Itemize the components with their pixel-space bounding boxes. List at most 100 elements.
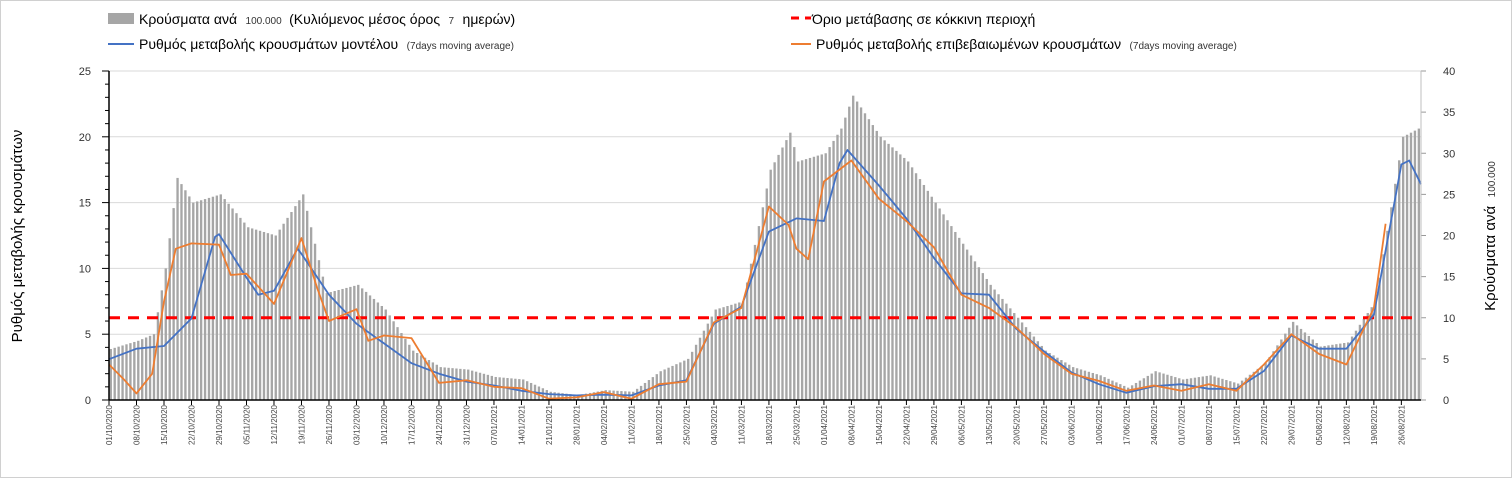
bar	[565, 393, 568, 400]
bar	[969, 255, 973, 400]
y-right-tick-label: 20	[1443, 231, 1455, 243]
bar	[227, 203, 230, 400]
bar	[1370, 307, 1373, 400]
bar	[215, 195, 219, 400]
x-tick-label: 12/11/2020	[270, 404, 279, 444]
bar	[1056, 357, 1059, 400]
bar	[1390, 207, 1393, 400]
bar	[364, 291, 368, 400]
x-tick-label: 11/03/2021	[737, 404, 746, 444]
bar	[1272, 351, 1275, 400]
bar	[808, 157, 812, 400]
x-tick-label: 17/06/2021	[1122, 404, 1131, 445]
bar	[1083, 370, 1087, 400]
bar	[282, 223, 285, 400]
bar	[1091, 372, 1094, 400]
bar	[1339, 343, 1342, 400]
bar	[710, 316, 713, 400]
bar	[848, 106, 851, 401]
bar	[125, 344, 128, 400]
bar	[333, 291, 336, 400]
bar	[1071, 367, 1075, 400]
bar	[254, 229, 258, 400]
bar	[769, 169, 772, 400]
bar	[934, 202, 937, 400]
bar	[899, 154, 902, 400]
bar	[997, 294, 1000, 400]
bar	[1248, 374, 1252, 400]
bar	[1115, 382, 1118, 400]
bar	[690, 351, 694, 400]
bars-series	[109, 95, 1421, 401]
x-tick-label: 28/01/2021	[572, 404, 581, 445]
bar	[368, 295, 372, 400]
bar	[1099, 375, 1102, 400]
x-tick-label: 17/12/2020	[407, 404, 416, 445]
y-left-tick-label: 10	[79, 263, 91, 275]
x-tick-label: 10/12/2020	[380, 404, 389, 445]
bar	[1288, 327, 1291, 400]
bar	[1028, 331, 1032, 400]
x-tick-label: 10/06/2021	[1095, 404, 1104, 445]
bar	[1032, 336, 1036, 400]
bar	[380, 306, 383, 400]
bar	[278, 229, 281, 400]
bar	[702, 330, 706, 400]
y-left-tick-label: 25	[79, 66, 91, 78]
bar	[588, 392, 592, 400]
bar	[251, 228, 254, 400]
bar	[349, 286, 352, 400]
legend-label-model: Ρυθμός μεταβολής κρουσμάτων μοντέλου (7d…	[139, 36, 514, 53]
bar	[1398, 160, 1401, 400]
bar	[1284, 333, 1287, 400]
bar	[180, 184, 183, 400]
line-series	[108, 149, 1422, 400]
legend-bars-main3: ημερών)	[463, 11, 516, 27]
bar	[298, 200, 301, 400]
x-tick-label: 24/06/2021	[1150, 404, 1159, 445]
bar	[887, 143, 890, 400]
x-tick-label: 11/02/2021	[627, 404, 636, 444]
bar	[1005, 303, 1008, 400]
bar	[203, 199, 207, 400]
bar	[789, 132, 792, 400]
legend-label-confirmed: Ρυθμός μεταβολής επιβεβαιωμένων κρουσμάτ…	[816, 36, 1237, 53]
x-tick-label: 01/07/2021	[1177, 404, 1186, 445]
bar	[1040, 345, 1043, 400]
bar	[1335, 344, 1338, 400]
x-tick-label: 22/10/2020	[187, 404, 196, 445]
bar	[1119, 384, 1122, 400]
bar	[1362, 318, 1366, 400]
bar	[635, 388, 639, 400]
bar	[1236, 383, 1240, 400]
bar	[184, 190, 187, 400]
bar	[231, 208, 234, 400]
bar	[400, 333, 403, 400]
y-left-tick-label: 0	[85, 395, 91, 407]
bar	[852, 95, 855, 401]
bar	[1052, 355, 1055, 400]
gridlines	[109, 70, 1421, 335]
bar	[1209, 375, 1212, 400]
bar	[1240, 380, 1244, 400]
x-tick-label: 19/11/2020	[297, 404, 306, 444]
bar	[777, 154, 780, 400]
bar	[757, 226, 761, 400]
bar	[553, 392, 556, 400]
bar	[470, 370, 474, 400]
bar	[1178, 378, 1181, 400]
bar	[211, 196, 215, 400]
bar	[1036, 341, 1039, 400]
bar	[926, 190, 930, 400]
bar	[156, 312, 160, 400]
bar	[1256, 368, 1259, 400]
bar	[824, 153, 827, 400]
bar	[730, 304, 733, 400]
bar	[325, 293, 329, 400]
bar	[443, 367, 446, 400]
bar	[800, 160, 804, 400]
bar	[907, 161, 910, 400]
legend-bars-small1: 100.000	[246, 16, 283, 27]
